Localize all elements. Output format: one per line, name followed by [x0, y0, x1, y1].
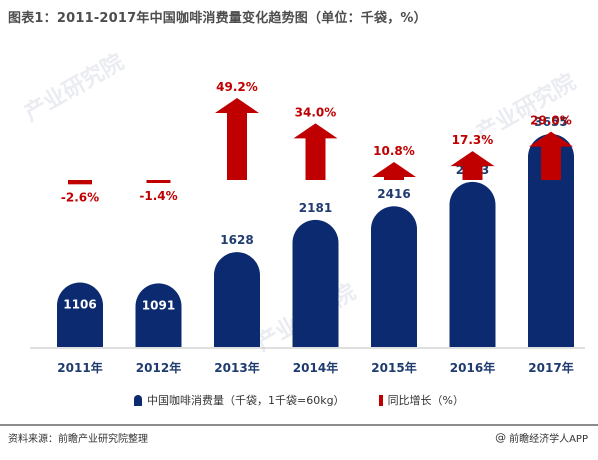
- consumption-dome: [449, 181, 496, 347]
- growth-arrow: [450, 151, 495, 180]
- consumption-dome: [214, 252, 260, 347]
- legend-swatch-growth: [378, 394, 383, 406]
- growth-arrow: [372, 162, 416, 180]
- legend-label-consumption: 中国咖啡消费量（千袋，1千袋=60kg）: [146, 394, 345, 407]
- legend-item-consumption: 中国咖啡消费量（千袋，1千袋=60kg）: [133, 392, 345, 408]
- consumption-dome: [135, 283, 182, 347]
- source-note: 资料来源：前瞻产业研究院整理: [8, 434, 148, 445]
- growth-value-label: 29.0%: [530, 114, 572, 128]
- consumption-dome: [528, 134, 574, 347]
- legend-swatch-consumption: [133, 394, 142, 406]
- consumption-value-label: 2416: [377, 187, 410, 201]
- at-icon: @: [495, 431, 507, 444]
- growth-bar-negative: [68, 180, 92, 185]
- growth-arrow: [293, 123, 338, 180]
- legend-item-growth: 同比增长（%）: [378, 392, 465, 408]
- legend-label-growth: 同比增长（%）: [387, 394, 465, 407]
- x-tick-label: 2015年: [371, 360, 416, 375]
- x-tick-label: 2017年: [528, 360, 573, 375]
- brand-credit: @ 前瞻经济学人APP: [495, 430, 588, 445]
- x-tick-label: 2012年: [136, 360, 181, 375]
- x-tick-label: 2014年: [293, 360, 338, 375]
- consumption-dome: [371, 206, 417, 347]
- chart-title: 图表1：2011-2017年中国咖啡消费量变化趋势图（单位：千袋，%）: [8, 11, 427, 26]
- growth-value-label: 49.2%: [216, 80, 258, 94]
- x-tick-label: 2016年: [450, 360, 495, 375]
- growth-bar-negative: [146, 180, 171, 183]
- chart-legend: 中国咖啡消费量（千袋，1千袋=60kg） 同比增长（%）: [0, 392, 598, 408]
- x-tick-label: 2011年: [57, 360, 102, 375]
- consumption-value-label: 1091: [142, 298, 175, 312]
- x-tick-label: 2013年: [214, 360, 259, 375]
- consumption-value-label: 1106: [63, 298, 96, 312]
- growth-arrow: [529, 131, 573, 180]
- consumption-value-label: 2181: [299, 201, 332, 215]
- growth-arrow: [215, 98, 259, 180]
- consumption-value-label: 3655: [534, 115, 567, 129]
- consumption-dome: [57, 282, 103, 347]
- growth-value-label: -1.4%: [139, 189, 177, 203]
- consumption-dome: [292, 219, 339, 347]
- growth-value-label: 34.0%: [295, 105, 337, 119]
- growth-value-label: -2.6%: [61, 190, 99, 204]
- consumption-growth-chart: 1106 -2.6% 2011年 1091 -1.4% 2012年 1628 49.2% 201…: [30, 80, 585, 375]
- growth-value-label: 10.8%: [373, 144, 415, 158]
- growth-value-label: 17.3%: [452, 133, 494, 147]
- brand-name: 前瞻经济学人APP: [509, 434, 588, 445]
- consumption-value-label: 1628: [220, 233, 253, 247]
- footer-divider: [0, 424, 598, 426]
